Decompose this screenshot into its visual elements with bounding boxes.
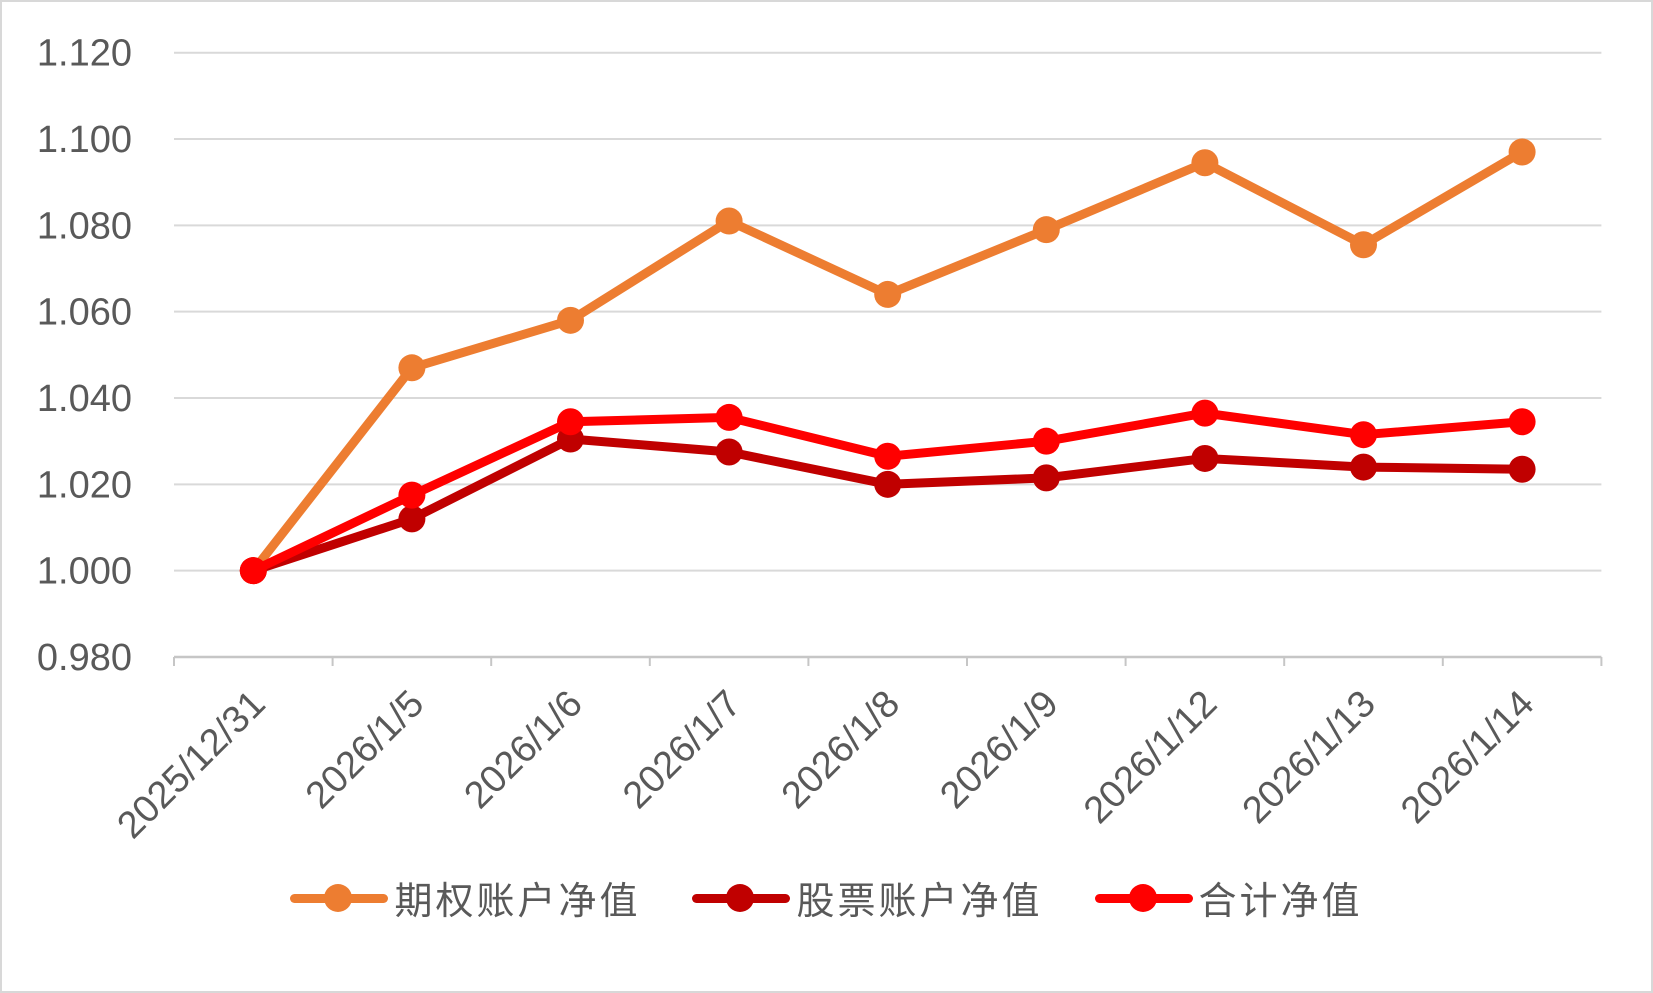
legend-label-options-account: 期权账户净值 [394, 881, 641, 923]
series-2-point-0 [239, 557, 267, 585]
series-1-point-3 [715, 438, 743, 466]
series-1-point-1 [398, 505, 426, 533]
chart-legend: 期权账户净值 股票账户净值 合计净值 [2, 870, 1651, 925]
series-0-point-4 [874, 280, 902, 308]
legend-label-total: 合计净值 [1198, 881, 1363, 923]
series-1-point-6 [1191, 444, 1219, 472]
series-1-point-7 [1350, 453, 1377, 481]
y-tick-label: 1.100 [37, 119, 132, 161]
series-2-point-6 [1191, 399, 1219, 427]
y-tick-label: 1.000 [37, 551, 132, 593]
series-2-point-8 [1508, 408, 1536, 436]
series-0-point-2 [557, 306, 584, 334]
x-tick-label: 2026/1/9 [932, 683, 1066, 817]
y-tick-label: 1.020 [37, 464, 132, 506]
series-2-point-4 [874, 442, 902, 470]
y-tick-label: 1.060 [37, 292, 132, 334]
stock-series-marker-icon [692, 883, 791, 913]
series-2-point-7 [1350, 421, 1377, 449]
series-2-point-1 [398, 481, 426, 509]
y-tick-label: 1.080 [37, 205, 132, 247]
x-tick-label: 2026/1/13 [1235, 683, 1384, 832]
legend-label-stock-account: 股票账户净值 [796, 881, 1043, 923]
y-tick-label: 1.120 [37, 33, 132, 75]
series-0-point-7 [1350, 231, 1377, 259]
options-series-marker-icon [290, 883, 389, 913]
series-0-point-5 [1032, 216, 1060, 244]
y-tick-label: 1.040 [37, 378, 132, 420]
series-1-point-5 [1032, 464, 1060, 492]
x-tick-label: 2025/12/31 [109, 683, 273, 847]
legend-item-options-account: 期权账户净值 [290, 870, 640, 925]
x-tick-label: 2026/1/8 [774, 683, 908, 817]
series-0-point-6 [1191, 149, 1219, 177]
legend-item-total: 合计净值 [1094, 870, 1363, 925]
x-tick-label: 2026/1/5 [298, 683, 432, 817]
x-tick-label: 2026/1/12 [1076, 683, 1225, 832]
series-1-point-4 [874, 470, 902, 498]
legend-item-stock-account: 股票账户净值 [692, 870, 1042, 925]
series-2-point-3 [715, 403, 743, 431]
x-tick-label: 2026/1/14 [1393, 683, 1542, 832]
series-1-point-8 [1508, 455, 1536, 483]
series-2-point-2 [557, 408, 584, 436]
y-tick-label: 0.980 [37, 637, 132, 679]
series-0-point-8 [1508, 138, 1536, 166]
series-2-point-5 [1032, 427, 1060, 455]
x-tick-label: 2026/1/7 [615, 683, 749, 817]
series-0-point-1 [398, 354, 426, 382]
total-series-marker-icon [1094, 883, 1193, 913]
x-tick-label: 2026/1/6 [457, 683, 591, 817]
series-0-point-3 [715, 207, 743, 235]
